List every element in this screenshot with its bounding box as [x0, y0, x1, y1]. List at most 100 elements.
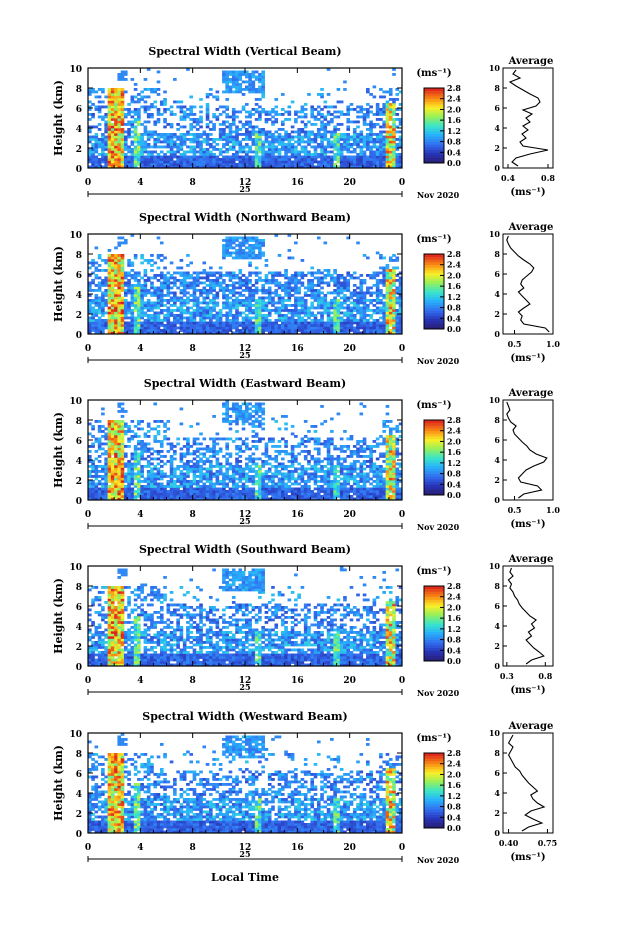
heatmap-cell [248, 78, 252, 81]
heatmap-cell [291, 138, 295, 141]
heatmap-cell [317, 118, 321, 121]
heatmap-cell [157, 158, 161, 161]
heatmap-cell [291, 126, 295, 129]
heatmap-cell [140, 329, 144, 332]
heatmap-cell [225, 237, 229, 240]
heatmap-cell [229, 138, 233, 141]
heatmap-cell [144, 465, 148, 468]
heatmap-cell [389, 163, 393, 166]
heatmap-cell [131, 304, 135, 307]
heatmap-cell [104, 116, 108, 119]
heatmap-cell [91, 319, 95, 322]
heatmap-cell [117, 495, 121, 498]
heatmap-cell [386, 279, 390, 282]
heatmap-cell [124, 322, 128, 325]
heatmap-cell [320, 327, 324, 330]
heatmap-cell [291, 146, 295, 149]
heatmap-cell [209, 312, 213, 315]
average-y-tick-label: 8 [494, 249, 500, 259]
heatmap-cell [124, 71, 128, 74]
heatmap-cell [183, 118, 187, 121]
heatmap-cell [291, 131, 295, 134]
heatmap-cell [310, 324, 314, 327]
heatmap-cell [98, 116, 102, 119]
heatmap-cell [392, 294, 396, 297]
heatmap-cell [291, 314, 295, 317]
heatmap-cell [147, 146, 151, 149]
heatmap-cell [278, 148, 282, 151]
heatmap-cell [248, 287, 252, 290]
heatmap-cell [248, 247, 252, 250]
heatmap-cell [160, 101, 164, 104]
heatmap-cell [229, 252, 233, 255]
heatmap-cell [294, 141, 298, 144]
heatmap-cell [124, 141, 128, 144]
heatmap-cell [219, 284, 223, 287]
heatmap-cell [395, 98, 399, 101]
heatmap-cell [121, 108, 125, 111]
heatmap-cell [121, 113, 125, 116]
heatmap-cell [101, 322, 105, 325]
heatmap-cell [108, 98, 112, 101]
heatmap-cell [307, 322, 311, 325]
colorbar-tick-label: 2.0 [447, 104, 461, 114]
heatmap-cell [238, 312, 242, 315]
heatmap-cell [265, 131, 269, 134]
heatmap-cell [170, 478, 174, 481]
heatmap-cell [144, 284, 148, 287]
heatmap-cell [117, 468, 121, 471]
heatmap-cell [216, 108, 220, 111]
heatmap-cell [314, 284, 318, 287]
heatmap-cell [346, 148, 350, 151]
heatmap-cell [235, 314, 239, 317]
heatmap-cell [170, 312, 174, 315]
heatmap-cell [317, 312, 321, 315]
heatmap-cell [134, 111, 138, 114]
heatmap-cell [333, 299, 337, 302]
heatmap-cell [225, 88, 229, 91]
heatmap-cell [134, 317, 138, 320]
colorbar-tick-label: 1.6 [447, 115, 461, 125]
heatmap-cell [242, 319, 246, 322]
heatmap-cell [212, 141, 216, 144]
heatmap-cell [288, 289, 292, 292]
heatmap-cell [170, 327, 174, 330]
heatmap-cell [359, 324, 363, 327]
heatmap-cell [379, 133, 383, 136]
heatmap-cell [327, 329, 331, 332]
heatmap-cell [160, 450, 164, 453]
heatmap-cell [366, 146, 370, 149]
heatmap-cell [278, 272, 282, 275]
heatmap-cell [199, 322, 203, 325]
heatmap-cell [202, 161, 206, 164]
heatmap-cell [310, 138, 314, 141]
heatmap-cell [117, 254, 121, 257]
heatmap-cell [101, 488, 105, 491]
heatmap-cell [297, 329, 301, 332]
heatmap-cell [317, 128, 321, 131]
heatmap-cell [160, 294, 164, 297]
heatmap-cell [359, 111, 363, 114]
heatmap-cell [255, 304, 259, 307]
heatmap-cell [121, 297, 125, 300]
colorbar-tick-label: 1.2 [447, 126, 461, 136]
heatmap-cell [111, 128, 115, 131]
heatmap-cell [189, 299, 193, 302]
heatmap-cell [258, 161, 262, 164]
heatmap-cell [255, 78, 259, 81]
heatmap-cell [301, 158, 305, 161]
heatmap-cell [137, 460, 141, 463]
heatmap-cell [245, 247, 249, 250]
heatmap-cell [111, 314, 115, 317]
heatmap-cell [320, 304, 324, 307]
heatmap-cell [297, 274, 301, 277]
heatmap-cell [297, 141, 301, 144]
heatmap-cell [189, 490, 193, 493]
heatmap-cell [232, 327, 236, 330]
heatmap-cell [248, 272, 252, 275]
heatmap-cell [140, 465, 144, 468]
heatmap-cell [186, 319, 190, 322]
heatmap-cell [376, 118, 380, 121]
heatmap-cell [137, 458, 141, 461]
heatmap-cell [219, 148, 223, 151]
